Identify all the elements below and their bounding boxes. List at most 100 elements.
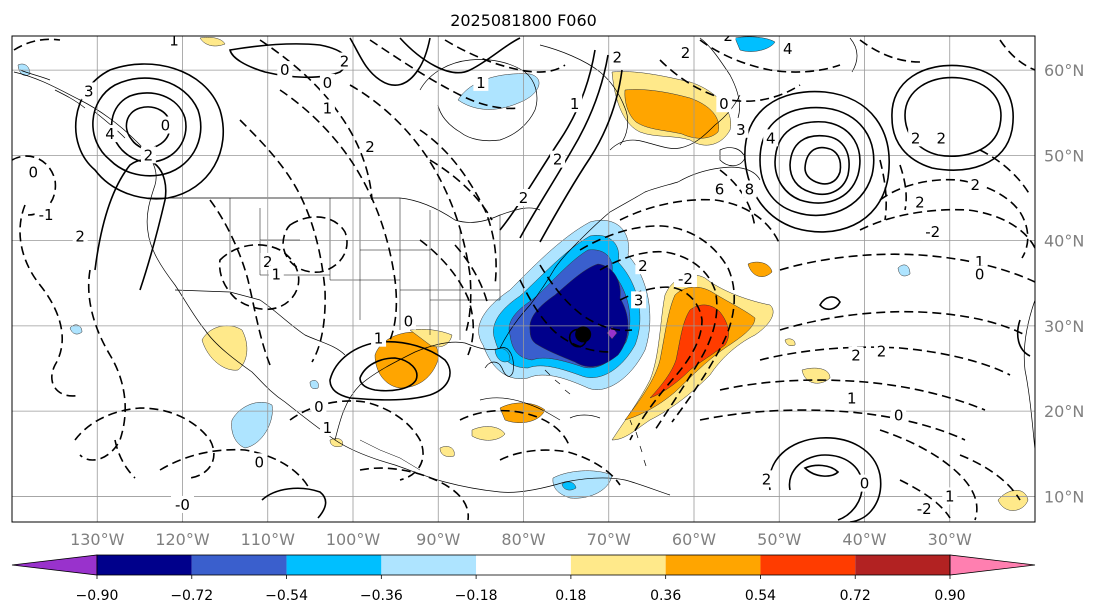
contour-label-bg-3 xyxy=(140,146,156,164)
contour-high-gl xyxy=(399,37,521,74)
contour-high-atlantic-3 xyxy=(789,134,850,196)
contour-dashed-29 xyxy=(779,253,1035,283)
contour-label-39: 2 xyxy=(936,129,946,147)
contour-label-bg-2 xyxy=(157,116,173,134)
contour-label-14: 1 xyxy=(272,266,282,284)
contour-dashed-26 xyxy=(859,39,921,63)
contour-dashed-11 xyxy=(429,159,493,221)
contour-label-bg-41 xyxy=(967,176,983,194)
coastline-south-america xyxy=(444,477,671,496)
positive-anomaly-top xyxy=(199,37,226,47)
contour-dashed-23 xyxy=(619,198,781,246)
contour-dashed-44 xyxy=(13,38,61,51)
map-frame xyxy=(11,35,1036,523)
contour-label-bg-30 xyxy=(733,120,749,138)
contour-lines xyxy=(12,37,1035,522)
latitude-axis: 60°N 50°N 40°N 30°N 20°N 10°N xyxy=(1044,61,1084,506)
contour-label-49: 2 xyxy=(762,470,772,488)
contour-high-atlantic-5 xyxy=(804,146,842,185)
lat-tick-label-4: 20°N xyxy=(1044,402,1084,421)
contour-label-27: 0 xyxy=(254,453,264,471)
contour-dashed-45 xyxy=(114,439,136,479)
contour-label-bg-19 xyxy=(277,61,293,79)
colorbar-segment-8 xyxy=(855,555,950,575)
contour-label-48: 0 xyxy=(894,406,904,424)
border-mexico-central xyxy=(359,439,421,471)
contour-label-34: 8 xyxy=(745,180,755,198)
lon-tick-label-5: 80°W xyxy=(501,530,545,549)
coastline-gulf-mexico xyxy=(334,341,514,441)
lat-tick-label-2: 40°N xyxy=(1044,232,1084,251)
contour-dashed-6 xyxy=(279,89,398,341)
contour-dashed-3 xyxy=(79,269,126,461)
contour-label-41: 2 xyxy=(971,176,981,194)
contour-label-bg-21 xyxy=(371,329,387,347)
positive-anomaly-band-red xyxy=(649,304,729,399)
colorbar-frame xyxy=(96,554,951,576)
contour-label-bg-26 xyxy=(319,419,335,437)
contour-dashed-5 xyxy=(239,119,326,363)
lon-tick-label-1: 120°W xyxy=(155,530,210,549)
lat-tick-label-5: 10°N xyxy=(1044,487,1084,506)
colorbar-tick-label-3: −0.36 xyxy=(360,588,403,604)
coastline-north-america-west xyxy=(13,71,446,483)
contour-label-47: 1 xyxy=(847,389,857,407)
border-us-canada xyxy=(148,197,541,223)
contour-label-bg-11 xyxy=(362,137,378,155)
contour-high-sw-atl xyxy=(768,437,882,522)
contour-label-16: 2 xyxy=(553,151,563,169)
contour-label-bg-28 xyxy=(171,495,194,513)
contour-dashed-27 xyxy=(879,178,1029,259)
lon-tick-label-9: 40°W xyxy=(842,530,886,549)
contour-label-50: 0 xyxy=(860,475,870,493)
lon-tick-label-6: 70°W xyxy=(587,530,631,549)
contour-dashed-42 xyxy=(539,264,633,332)
positive-anomaly-canada-orange xyxy=(624,89,720,139)
colorbar-segment-1 xyxy=(191,555,287,575)
contour-label-bg-37 xyxy=(1010,36,1026,40)
contour-high-sw-atl-3 xyxy=(803,464,840,477)
contour-high-ne-2 xyxy=(891,64,1014,171)
contour-dashed-32 xyxy=(719,379,986,411)
contour-label-bg-25 xyxy=(311,397,327,415)
contour-label-45: 2 xyxy=(851,347,861,365)
colorbar-segment-4 xyxy=(476,555,571,575)
contour-dashed-48 xyxy=(454,244,489,306)
contour-dashed-19 xyxy=(499,449,621,486)
contour-dashed-7 xyxy=(349,84,472,336)
contour-dashed-9 xyxy=(259,39,373,201)
contour-high-ne xyxy=(904,76,1002,157)
colorbar-segment-2 xyxy=(286,555,382,575)
contour-label-0: 4 xyxy=(105,125,115,143)
contour-label-bg-50 xyxy=(857,474,872,492)
contour-dashed-47 xyxy=(419,239,475,356)
colorbar-tick-label-4: −0.18 xyxy=(455,588,498,604)
colorbar-extend-high xyxy=(949,554,1036,576)
contour-dashed-24 xyxy=(659,59,801,103)
contour-label-43: 1 xyxy=(975,253,985,271)
contour-high-sw-atl-2 xyxy=(788,454,863,521)
contour-label-2: 0 xyxy=(161,117,171,135)
contour-label-30: 3 xyxy=(736,121,746,139)
map-title: 2025081800 F060 xyxy=(450,11,597,30)
negative-anomaly-venezuela xyxy=(552,470,613,499)
negative-anomaly-venezuela-mid xyxy=(561,481,577,491)
contour-label-bg-5 xyxy=(34,206,58,224)
coastline-west-africa xyxy=(1023,299,1035,451)
contour-label-bg-46 xyxy=(874,342,890,360)
negative-anomaly-east-atl xyxy=(897,264,911,277)
contour-dashed-33 xyxy=(699,409,966,441)
contour-label-bg-31 xyxy=(763,129,779,147)
coastline-east-us xyxy=(499,181,679,349)
contour-label-bg-22 xyxy=(635,257,651,275)
contour-label-51: -2 xyxy=(917,500,932,518)
contour-dashed-2 xyxy=(19,204,81,397)
negative-anomaly-florida xyxy=(494,348,511,363)
contour-dashed-22 xyxy=(579,225,736,423)
contour-label-bg-52 xyxy=(942,487,958,505)
contour-high-atlantic xyxy=(759,106,875,217)
shaded-anomaly-fields xyxy=(17,36,1029,511)
contour-label-bg-49 xyxy=(758,470,774,488)
contour-label-32: 0 xyxy=(719,95,729,113)
